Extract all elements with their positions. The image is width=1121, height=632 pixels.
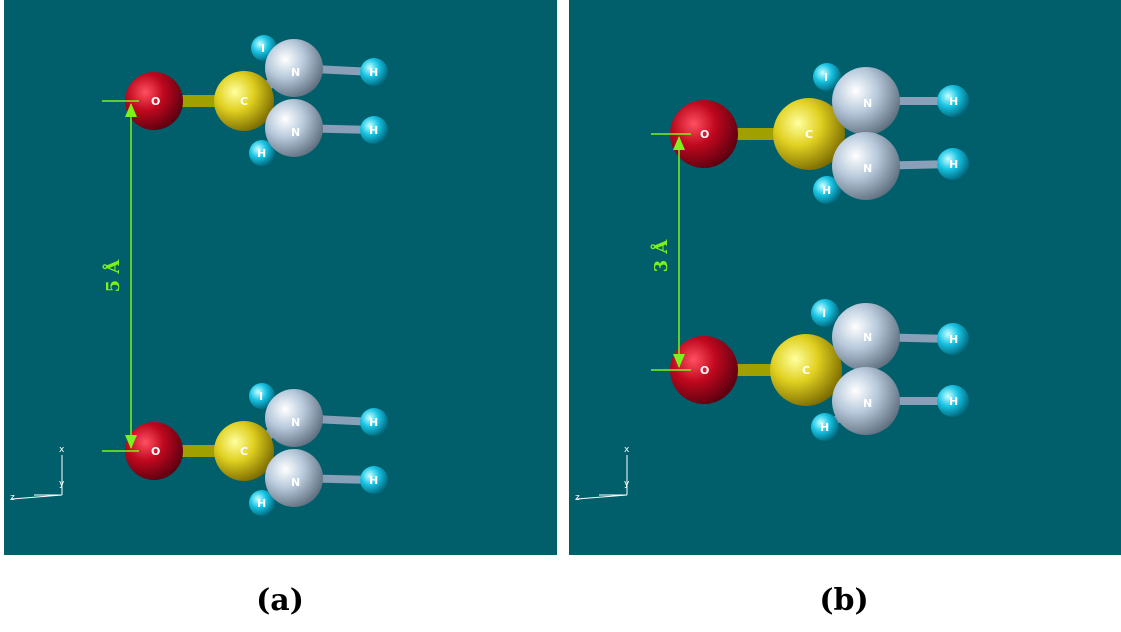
atom-label-h: H: [949, 158, 958, 171]
hydrogen-atom: [937, 85, 969, 117]
panel-b: O C N N I H H H O C: [569, 0, 1121, 555]
atom-label-h: I: [259, 390, 263, 403]
distance-measure: 5 Å: [101, 100, 139, 452]
atom-label-h: H: [369, 474, 378, 487]
atom-label-c: C: [805, 128, 813, 141]
nitrogen-atom: [832, 303, 900, 371]
hydrogen-atom: [937, 385, 969, 417]
hydrogen-atom: [360, 116, 388, 144]
atom-label-h: H: [949, 333, 958, 346]
axis-label-x: x: [624, 445, 630, 455]
axis-label-y: y: [59, 479, 65, 489]
atom-label-c: C: [240, 95, 248, 108]
atom-label-n: N: [291, 126, 300, 139]
hydrogen-atom: [937, 323, 969, 355]
hydrogen-atom: [811, 413, 839, 441]
atom-label-h: H: [822, 184, 831, 197]
hydrogen-atom: [249, 490, 275, 516]
hydrogen-atom: [360, 466, 388, 494]
nitrogen-atom: [832, 367, 900, 435]
atom-label-h: I: [824, 71, 828, 84]
axis-label-x: x: [59, 445, 65, 455]
atom-label-n: N: [291, 66, 300, 79]
caption-a: (a): [256, 583, 304, 618]
atom-label-h: H: [820, 421, 829, 434]
molecule-bottom: O C N N I H H H: [125, 383, 388, 516]
hydrogen-atom: [360, 58, 388, 86]
hydrogen-atom: [811, 299, 839, 327]
nitrogen-atom: [265, 39, 323, 97]
nitrogen-atom: [265, 389, 323, 447]
axis-label-z: z: [10, 493, 15, 503]
atom-label-h: H: [257, 497, 266, 510]
nitrogen-atom: [832, 67, 900, 135]
atom-label-n: N: [863, 162, 872, 175]
atom-label-n: N: [863, 397, 872, 410]
atom-label-n: N: [291, 476, 300, 489]
distance-label: 3 Å: [649, 239, 672, 273]
atom-label-h: H: [257, 147, 266, 160]
axis-label-z: z: [575, 493, 580, 503]
atom-label-h: H: [949, 95, 958, 108]
oxygen-atom: [125, 72, 183, 130]
atom-label-o: O: [151, 95, 160, 108]
atom-label-h: H: [949, 395, 958, 408]
atom-label-o: O: [151, 445, 160, 458]
hydrogen-atom: [937, 148, 969, 180]
hydrogen-atom: [360, 408, 388, 436]
nitrogen-atom: [265, 99, 323, 157]
atom-label-h: H: [369, 66, 378, 79]
axes-triad: x y z: [10, 445, 65, 503]
hydrogen-atom: [249, 140, 275, 166]
carbon-atom: [214, 71, 274, 131]
distance-measure: 3 Å: [649, 133, 691, 371]
panel-a: O C N N I H H H O C: [4, 0, 557, 555]
atom-label-n: N: [291, 416, 300, 429]
axes-triad: x y z: [575, 445, 630, 503]
carbon-atom: [773, 98, 845, 170]
atom-label-h: I: [822, 307, 826, 320]
distance-label: 5 Å: [101, 259, 124, 293]
atom-label-h: H: [369, 124, 378, 137]
atom-label-h: I: [261, 42, 265, 55]
nitrogen-atom: [265, 449, 323, 507]
atom-label-o: O: [700, 128, 709, 141]
molecule-bottom: O C N N I H H H: [670, 299, 969, 441]
oxygen-atom: [670, 336, 738, 404]
hydrogen-atom: [813, 63, 841, 91]
molecule-top: O C N N I H H H: [670, 63, 969, 204]
atom-label-h: H: [369, 416, 378, 429]
hydrogen-atom: [249, 383, 275, 409]
caption-b: (b): [819, 583, 869, 618]
atom-label-c: C: [802, 364, 810, 377]
atom-label-o: O: [700, 364, 709, 377]
atom-label-n: N: [863, 331, 872, 344]
atom-label-n: N: [863, 97, 872, 110]
molecule-top: O C N N I H H H: [125, 35, 388, 166]
oxygen-atom: [125, 422, 183, 480]
carbon-atom: [214, 421, 274, 481]
hydrogen-atom: [813, 176, 841, 204]
oxygen-atom: [670, 100, 738, 168]
axis-label-y: y: [624, 479, 630, 489]
atom-label-c: C: [240, 445, 248, 458]
carbon-atom: [770, 334, 842, 406]
nitrogen-atom: [832, 132, 900, 200]
